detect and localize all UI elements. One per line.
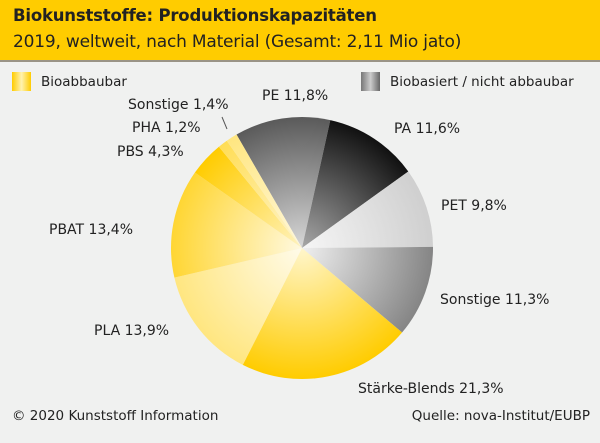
pie-slice-pbat-6 (171, 172, 302, 278)
header-bar: Biokunststoffe: Produktionskapazitäten 2… (0, 0, 600, 62)
slice-label-pa: PA 11,6% (394, 121, 461, 137)
slice-label-pha: PHA 1,2% (132, 120, 201, 136)
source-text: Quelle: nova-Institut/EUBP (411, 408, 590, 424)
chart-title: Biokunststoffe: Produktionskapazitäten (13, 6, 377, 25)
slice-label-pla: PLA 13,9% (94, 323, 170, 339)
pie-slice-pa-1 (302, 120, 409, 248)
slice-label-sonstige-biobasiert: Sonstige 11,3% (440, 292, 550, 308)
pie-slice-pe-0 (236, 117, 331, 249)
slice-label-pe: PE 11,8% (262, 88, 329, 104)
slice-label-pet: PET 9,8% (441, 198, 507, 214)
pie-slice-st-rke-blends-4 (242, 248, 403, 379)
leader-line (221, 116, 228, 130)
pie-slice-pet-2 (302, 171, 433, 248)
legend-swatch-yellow (12, 72, 31, 91)
pie-slice-sonstige-9 (226, 134, 302, 248)
slice-label-pbs: PBS 4,3% (117, 144, 184, 160)
pie-slice-sonstige-3 (302, 246, 433, 333)
legend-item-bioabbaubar: Bioabbaubar (12, 72, 127, 91)
legend-swatch-gray (361, 72, 380, 91)
chart-subtitle: 2019, weltweit, nach Material (Gesamt: 2… (13, 32, 462, 52)
copyright-text: © 2020 Kunststoff Information (12, 408, 219, 424)
legend-label: Biobasiert / nicht abbaubar (390, 73, 574, 90)
pie-slice-pla-5 (174, 248, 302, 365)
slice-label-sonstige-bioabbaubar: Sonstige 1,4% (128, 97, 229, 113)
slice-label-staerke-blends: Stärke-Blends 21,3% (358, 381, 504, 397)
legend-item-biobasiert: Biobasiert / nicht abbaubar (361, 72, 574, 91)
pie-slice-pbs-7 (194, 146, 302, 248)
legend-label: Bioabbaubar (41, 73, 127, 90)
slice-label-pbat: PBAT 13,4% (49, 222, 134, 238)
pie-slice-pha-8 (218, 140, 302, 248)
